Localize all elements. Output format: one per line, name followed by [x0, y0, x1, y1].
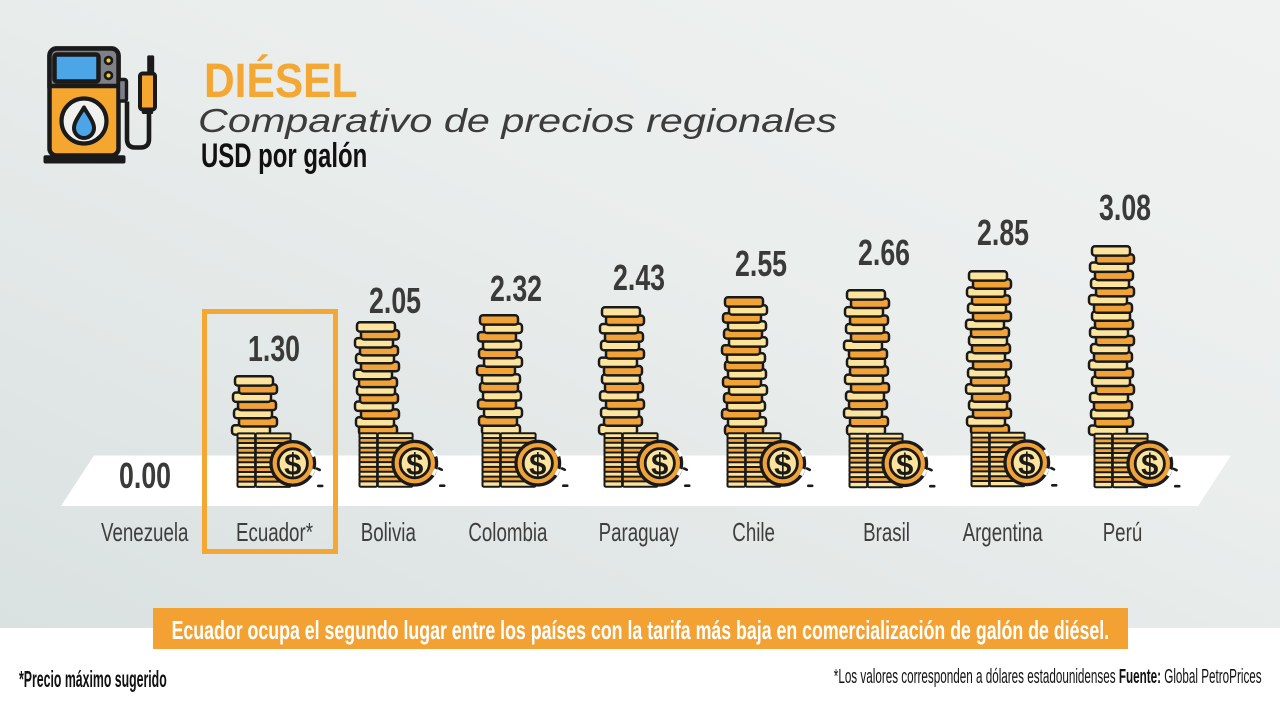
svg-text:$: $ — [651, 446, 668, 481]
svg-text:$: $ — [774, 446, 791, 481]
svg-text:$: $ — [407, 446, 424, 481]
svg-text:$: $ — [529, 446, 546, 481]
svg-text:$: $ — [284, 446, 301, 481]
svg-text:$: $ — [1019, 446, 1036, 481]
svg-text:$: $ — [1141, 446, 1158, 481]
svg-text:$: $ — [896, 446, 913, 481]
